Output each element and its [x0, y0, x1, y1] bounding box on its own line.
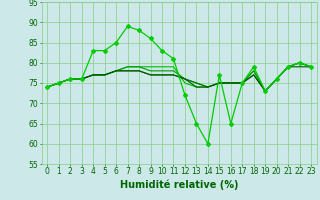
X-axis label: Humidité relative (%): Humidité relative (%) — [120, 179, 238, 190]
